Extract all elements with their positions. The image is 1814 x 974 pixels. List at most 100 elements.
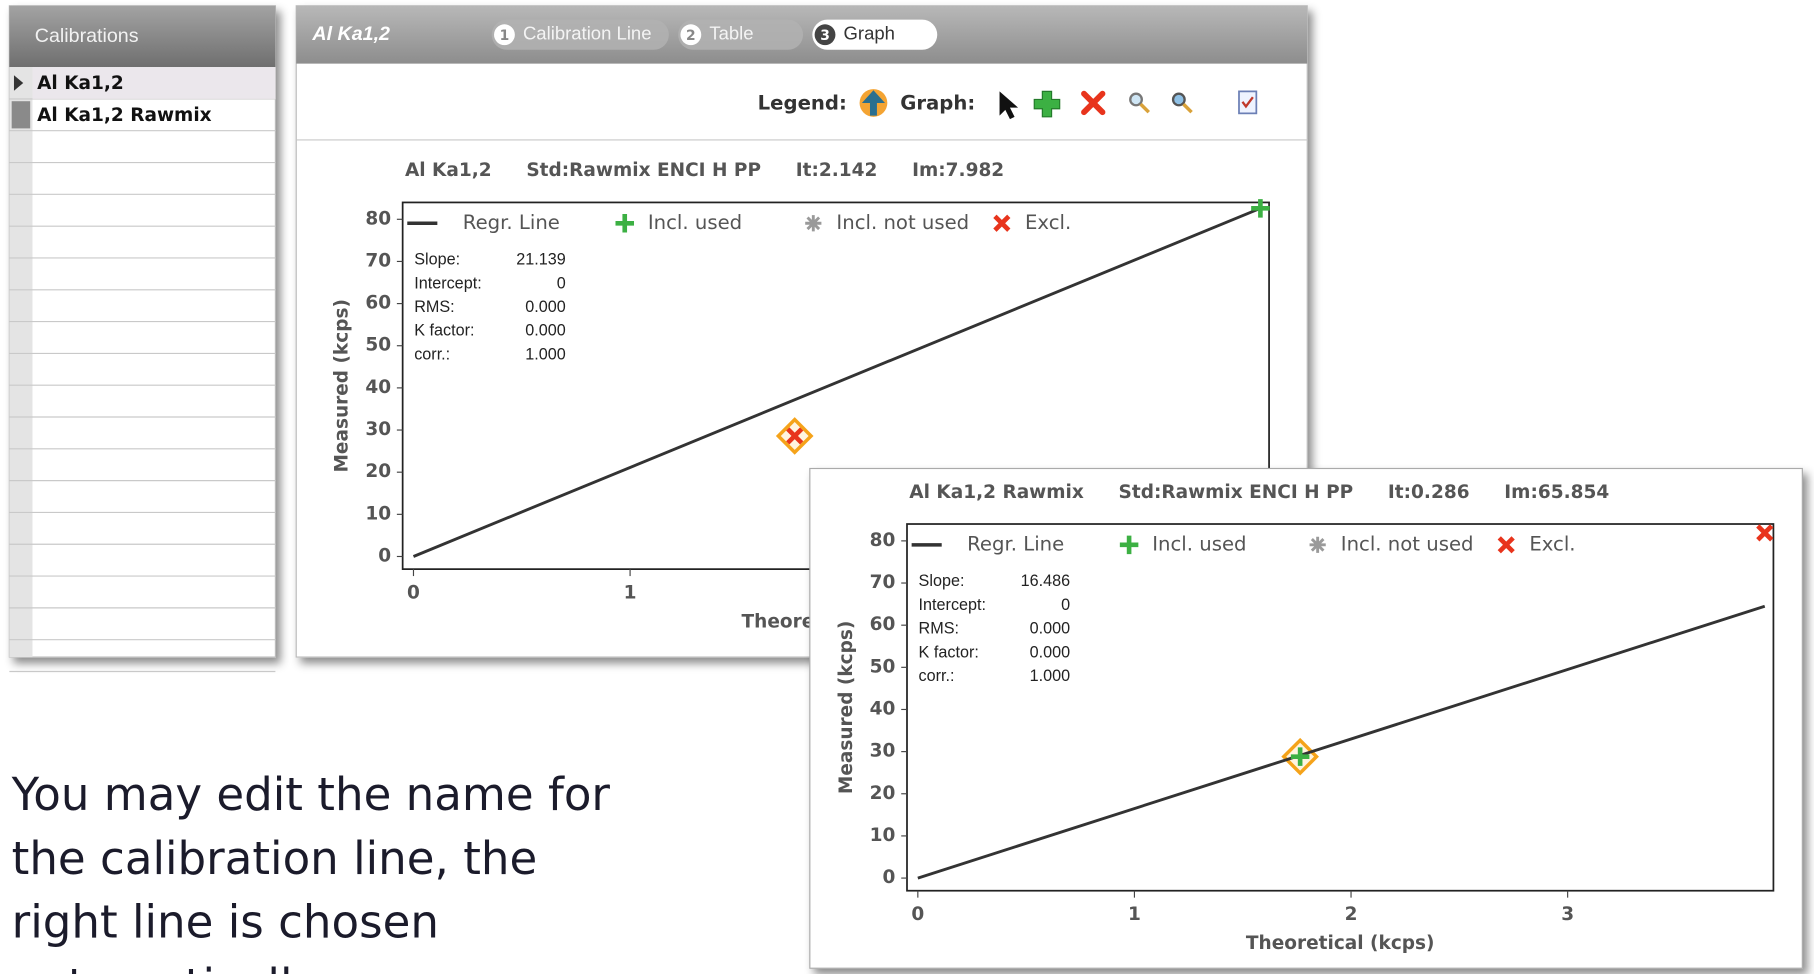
chart-calibration-1: Al Ka1,2 Std:Rawmix ENCI H PP It:2.142 Im:7…: [331, 160, 1270, 632]
x-tick-label: 0: [911, 904, 924, 925]
y-tick-label: 70: [870, 572, 896, 593]
zoom-in-tool[interactable]: [1129, 92, 1150, 114]
y-tick-label: 40: [870, 698, 896, 719]
stat-value: 16.486: [1021, 572, 1071, 590]
chart-header: Std:Rawmix ENCI H PP: [1119, 482, 1354, 503]
chart-calibration-2: Al Ka1,2 Rawmix Std:Rawmix ENCI H PP It:0.…: [836, 482, 1775, 954]
caption-line: You may edit the name for: [11, 768, 611, 821]
x-tick-label: 3: [1561, 904, 1574, 925]
row-marker: [11, 101, 31, 129]
report-tool[interactable]: [1238, 90, 1258, 115]
row-pointer: [13, 75, 24, 91]
legend-label: Incl. not used: [836, 211, 969, 234]
data-point: [1251, 199, 1270, 218]
stat-value: 0.000: [1030, 643, 1071, 661]
y-tick-label: 30: [870, 741, 896, 762]
legend-symbol: [993, 214, 1011, 232]
chart-header: Std:Rawmix ENCI H PP: [526, 160, 761, 181]
stat-value: 0: [1061, 596, 1070, 614]
x-tick-label: 1: [624, 582, 637, 603]
tab-number-badge: [680, 24, 702, 46]
y-tick-label: 60: [870, 614, 896, 635]
sidebar-panel: [8, 5, 276, 658]
chart-header: Al Ka1,2 Rawmix: [909, 482, 1084, 503]
tab-number: 2: [686, 28, 696, 44]
y-tick-label: 80: [365, 208, 391, 229]
sidebar-item[interactable]: Al Ka1,2: [37, 73, 124, 94]
tab-pill[interactable]: [491, 19, 669, 50]
report-check: [1241, 96, 1254, 109]
sidebar-title: Calibrations: [35, 25, 139, 47]
tab[interactable]: 1 Calibration Line: [491, 19, 669, 50]
tab-pill[interactable]: [812, 19, 938, 50]
stat-label: Intercept:: [414, 274, 482, 292]
zoom-handle: [1139, 102, 1150, 114]
y-tick-label: 0: [378, 545, 391, 566]
stat-label: corr.:: [919, 667, 955, 685]
legend-label: Regr. Line: [463, 211, 560, 234]
stat-label: K factor:: [919, 643, 979, 661]
caption-line: right line is chosen: [12, 895, 439, 948]
legend-label: Excl.: [1025, 211, 1071, 234]
legend-label: Incl. used: [648, 211, 742, 234]
add-tool[interactable]: [1033, 90, 1061, 118]
data-point: [786, 427, 804, 445]
legend-label: Legend:: [758, 92, 847, 115]
chart-header: Im:65.854: [1504, 482, 1609, 503]
caption-line: automatically: [12, 959, 320, 974]
tab-label: Calibration Line: [523, 23, 652, 44]
sidebar: Calibrations Al Ka1,2 Al Ka1,2 Rawmix: [8, 5, 276, 673]
exclude-tool[interactable]: [1081, 90, 1106, 116]
y-tick-label: 10: [870, 825, 896, 846]
window-title: Al Ka1,2: [311, 23, 390, 45]
y-tick-label: 50: [365, 335, 391, 356]
stat-label: corr.:: [414, 345, 450, 363]
y-tick-label: 0: [883, 867, 896, 888]
tab-pill[interactable]: [678, 19, 804, 50]
x-tick-label: 2: [1345, 904, 1358, 925]
zoom-lens: [1129, 92, 1143, 107]
y-tick-label: 60: [365, 293, 391, 314]
stat-label: RMS:: [414, 298, 454, 316]
zoom-handle: [1182, 102, 1193, 114]
stat-label: Slope:: [414, 251, 460, 269]
regression-line: [412, 206, 1261, 558]
stat-value: 0.000: [1030, 620, 1071, 638]
pointer-tool[interactable]: [999, 91, 1019, 120]
y-tick-label: 50: [870, 656, 896, 677]
stat-label: Slope:: [919, 572, 965, 590]
tab-number-badge: [814, 24, 836, 46]
selected-row: [32, 67, 276, 99]
legend-button[interactable]: [859, 89, 888, 117]
y-tick-label: 20: [365, 461, 391, 482]
caption: You may edit the name for the calibration…: [11, 768, 611, 974]
stat-value: 0.000: [525, 322, 566, 340]
tab-bar: 1 Calibration Line 2 Table 3 Graph: [491, 19, 938, 50]
stat-label: RMS:: [919, 620, 959, 638]
stat-label: K factor:: [414, 322, 474, 340]
stat-value: 1.000: [1030, 667, 1071, 685]
legend-label: Regr. Line: [967, 532, 1064, 555]
graph-label: Graph:: [900, 92, 975, 115]
legend-symbol: [1309, 536, 1326, 553]
legend-symbol: [615, 214, 635, 233]
graph-panel: [809, 467, 1803, 969]
sidebar-item[interactable]: Al Ka1,2 Rawmix: [37, 105, 212, 126]
legend-label: Incl. not used: [1341, 532, 1474, 555]
tab[interactable]: 2 Table: [678, 19, 804, 50]
legend-symbol: [805, 215, 822, 232]
y-axis-label: Measured (kcps): [331, 299, 352, 472]
tab-number: 3: [820, 28, 830, 44]
y-tick-label: 30: [365, 419, 391, 440]
tab[interactable]: 3 Graph: [812, 19, 938, 50]
chart-header: Al Ka1,2: [405, 160, 492, 181]
y-tick-label: 10: [365, 503, 391, 524]
tab-number: 1: [500, 28, 510, 44]
tab-label: Graph: [844, 23, 895, 44]
legend-label: Incl. used: [1152, 532, 1246, 555]
zoom-out-tool[interactable]: [1171, 92, 1193, 114]
chart-header: It:2.142: [796, 160, 878, 181]
chart-header: Im:7.982: [912, 160, 1004, 181]
